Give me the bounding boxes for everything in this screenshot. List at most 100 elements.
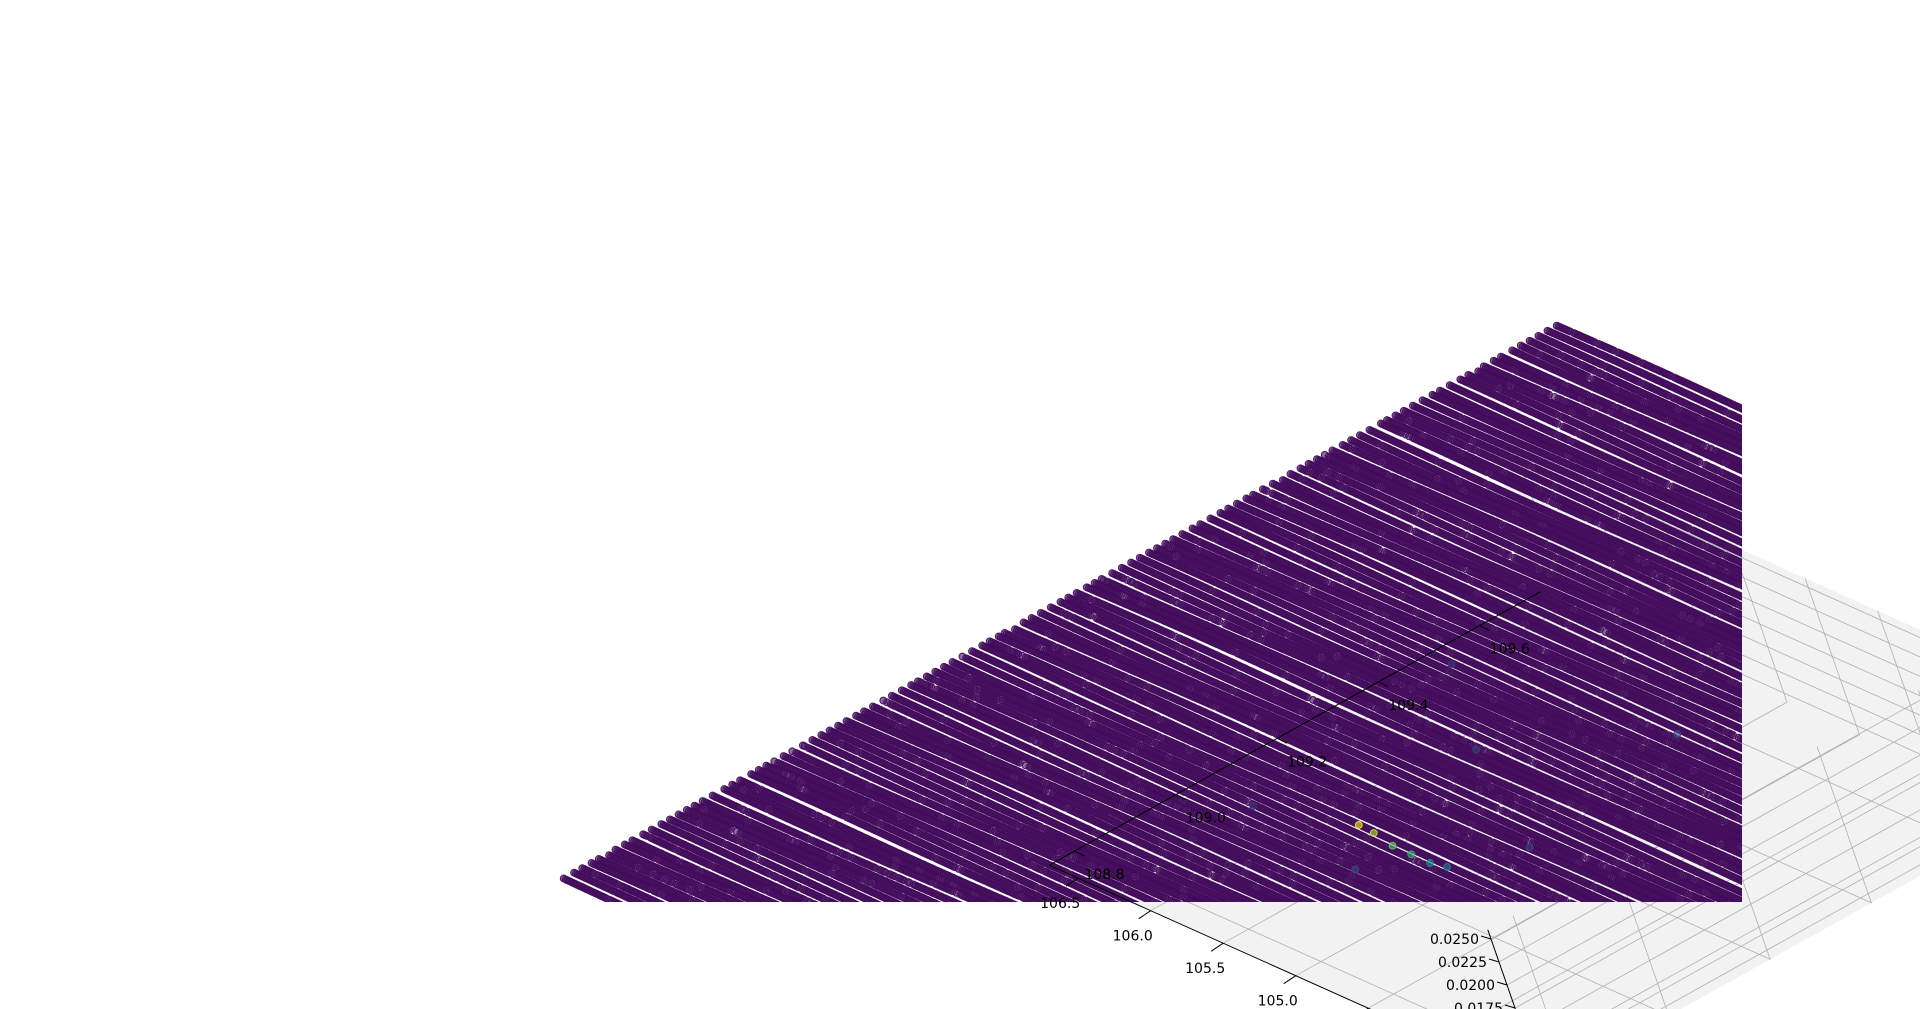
data-point [884,905,891,912]
data-point [649,906,656,913]
data-point [639,901,646,908]
data-point [624,904,631,911]
data-point [746,905,753,912]
data-point [579,865,586,872]
data-point [658,821,665,828]
data-point [560,875,567,882]
data-point [948,907,955,914]
data-point [720,902,727,909]
data-point [674,909,681,916]
data-point [941,904,948,911]
data-point [648,826,655,833]
data-point [645,904,652,911]
data-point [888,907,895,914]
data-point [921,904,928,911]
data-point [659,902,666,909]
data-point [788,908,795,915]
data-point [675,811,682,818]
data-point [813,902,820,909]
data-point [824,907,831,914]
data-point [764,904,771,911]
data-point [814,902,821,909]
data-point [735,909,742,916]
data-point [672,908,679,915]
data-point [670,907,677,914]
data-point [790,908,797,915]
data-point [606,852,613,859]
data-point [654,908,661,915]
data-point [711,907,718,914]
data-point [612,846,619,853]
data-point [774,908,781,915]
data-point [733,908,740,915]
data-point [700,902,707,909]
data-point [837,903,844,910]
data-point [848,908,855,915]
data-point [618,902,625,909]
data-point [943,905,950,912]
data-point [627,906,634,913]
data-point [705,904,712,911]
data-point [732,907,739,914]
data-point [926,906,933,913]
data-point [803,905,810,912]
data-point [691,802,698,809]
data-point [841,905,848,912]
data-point [667,816,674,823]
data-point [778,903,785,910]
data-point [668,906,675,913]
data-points [560,322,1849,922]
data-point [683,807,690,814]
data-point [647,905,654,912]
data-point [917,902,924,909]
data-point [750,906,757,913]
data-point [944,906,951,913]
data-point [722,903,729,910]
data-point [695,908,702,915]
data-point [820,905,827,912]
data-point [643,903,650,910]
data-point [784,906,791,913]
data-point [776,903,783,910]
data-point [690,905,697,912]
data-point [828,908,835,915]
data-point [915,901,922,908]
data-point [595,856,602,863]
data-point [688,905,695,912]
data-point [935,901,942,908]
data-point [782,905,789,912]
data-point [629,837,636,844]
data-point [703,903,710,910]
data-point [682,902,689,909]
data-point [715,909,722,916]
data-point [738,901,745,908]
data-point [924,905,931,912]
data-point [816,903,823,910]
data-point [822,906,829,913]
data-point [880,904,887,911]
data-point [930,908,937,915]
data-point [826,907,833,914]
data-point [780,904,787,911]
data-point [946,907,953,914]
data-point [875,901,882,908]
data-point [904,905,911,912]
data-point [762,903,769,910]
data-point [910,908,917,915]
data-point [801,904,808,911]
data-point [919,903,926,910]
data-point [805,906,812,913]
data-point [571,869,578,876]
data-point [859,904,866,911]
data-point [707,905,714,912]
data-point [744,904,751,911]
data-point [796,901,803,908]
data-point [760,902,767,909]
data-point [950,908,957,915]
data-point [882,905,889,912]
data-point [709,906,716,913]
data-point [878,903,885,910]
data-point [886,906,893,913]
data-point [621,841,628,848]
data-point [855,902,862,909]
